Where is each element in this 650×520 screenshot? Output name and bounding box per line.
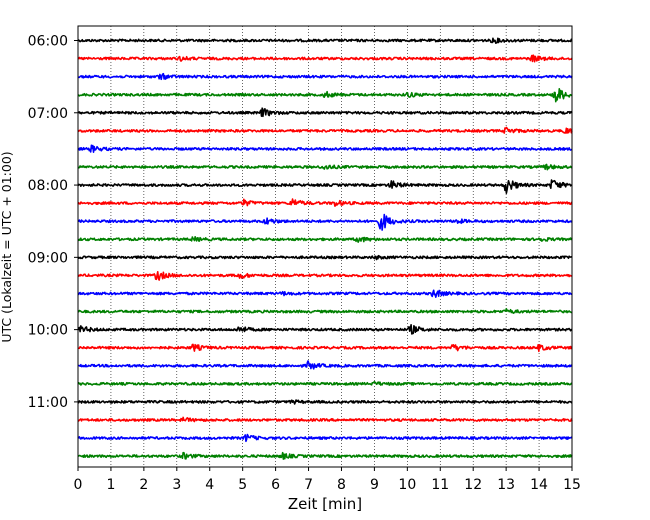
x-tick-label: 13: [497, 477, 515, 493]
seismic-trace-0945: [77, 307, 573, 314]
seismic-trace-1000: [77, 323, 573, 335]
y-tick-label: 09:00: [28, 250, 68, 266]
x-tick-label: 4: [205, 477, 214, 493]
plot-frame: [77, 25, 573, 468]
y-tick-label: 06:00: [28, 34, 68, 50]
seismic-traces: [77, 37, 573, 460]
y-tick-label: 10:00: [28, 323, 68, 339]
x-tick-label: 0: [74, 477, 83, 493]
seismic-trace-0815: [77, 198, 573, 207]
seismic-trace-0730: [77, 144, 573, 153]
seismic-trace-1030: [77, 360, 573, 370]
x-tick-label: 7: [304, 477, 313, 493]
x-axis-ticks: 0 1 2 3 4 5 6 7 8 9 10 11 12 13 14 15: [74, 467, 581, 493]
seismic-trace-0645: [77, 87, 573, 103]
seismic-trace-0615: [77, 54, 573, 63]
seismic-trace-0715: [77, 126, 573, 134]
seismic-trace-1115: [77, 416, 573, 423]
seismic-trace-0800: [77, 179, 573, 194]
x-tick-label: 6: [271, 477, 280, 493]
x-tick-label: 12: [464, 477, 482, 493]
y-tick-label: 07:00: [28, 106, 68, 122]
seismic-trace-1130: [77, 433, 573, 443]
seismic-trace-0845: [77, 235, 573, 243]
y-axis-ticks: 06:00 07:00 08:00 09:00 10:00 11:00: [28, 34, 78, 411]
x-tick-label: 2: [139, 477, 148, 493]
seismic-trace-0830: [77, 213, 573, 231]
x-tick-label: 3: [172, 477, 181, 493]
seismic-trace-0900: [77, 254, 573, 261]
seismic-trace-0630: [77, 72, 573, 81]
y-axis-title: UTC (Lokalzeit = UTC + 01:00): [0, 151, 14, 342]
x-axis-title: Zeit [min]: [288, 495, 362, 513]
seismic-trace-0745: [77, 163, 573, 171]
seismic-trace-0915: [77, 271, 573, 281]
x-tick-label: 10: [398, 477, 416, 493]
seismic-trace-1045: [77, 380, 573, 386]
seismic-trace-0930: [77, 289, 573, 298]
seismic-trace-1015: [77, 343, 573, 353]
x-tick-label: 11: [431, 477, 449, 493]
x-tick-label: 14: [530, 477, 548, 493]
x-tick-label: 15: [563, 477, 581, 493]
y-tick-label: 11:00: [28, 395, 68, 411]
y-tick-label: 08:00: [28, 178, 68, 194]
x-tick-label: 9: [370, 477, 379, 493]
seismic-trace-0700: [77, 107, 573, 118]
seismic-trace-1100: [77, 399, 573, 405]
x-tick-label: 8: [337, 477, 346, 493]
x-tick-label: 1: [106, 477, 115, 493]
x-tick-label: 5: [238, 477, 247, 493]
seismic-trace-1145: [77, 451, 573, 460]
seismic-trace-0600: [77, 37, 573, 44]
